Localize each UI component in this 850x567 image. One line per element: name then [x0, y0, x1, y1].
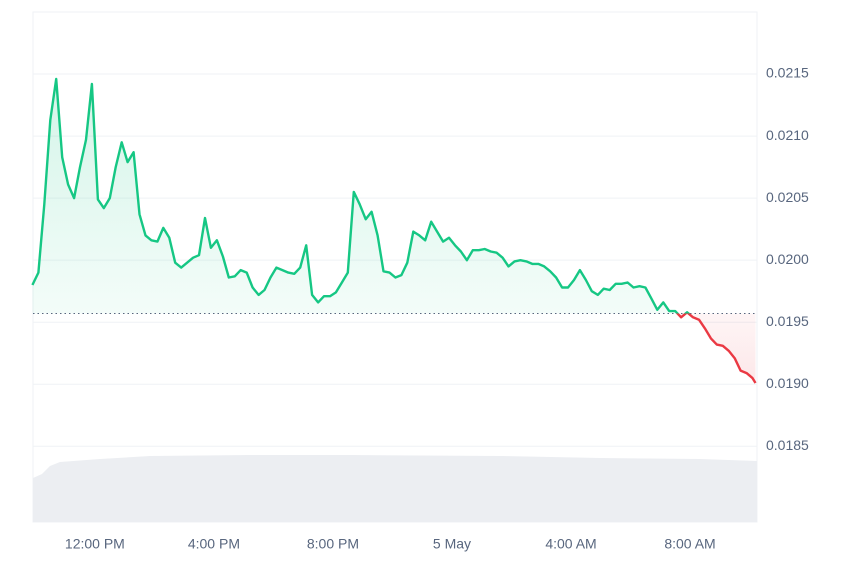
x-tick-label: 4:00 PM — [188, 536, 240, 552]
y-tick-label: 0.0205 — [766, 189, 809, 205]
price-line — [31, 77, 757, 384]
volume-area — [33, 455, 757, 522]
y-tick-label: 0.0200 — [766, 251, 809, 267]
y-tick-label: 0.0215 — [766, 65, 809, 81]
y-tick-label: 0.0210 — [766, 127, 809, 143]
x-tick-label: 5 May — [433, 536, 471, 552]
x-tick-label: 8:00 AM — [664, 536, 715, 552]
x-tick-label: 8:00 PM — [307, 536, 359, 552]
y-tick-label: 0.0195 — [766, 313, 809, 329]
x-tick-label: 4:00 AM — [545, 536, 596, 552]
price-area — [32, 79, 756, 383]
y-tick-label: 0.0185 — [766, 437, 809, 453]
y-tick-label: 0.0190 — [766, 375, 809, 391]
x-tick-label: 12:00 PM — [65, 536, 125, 552]
